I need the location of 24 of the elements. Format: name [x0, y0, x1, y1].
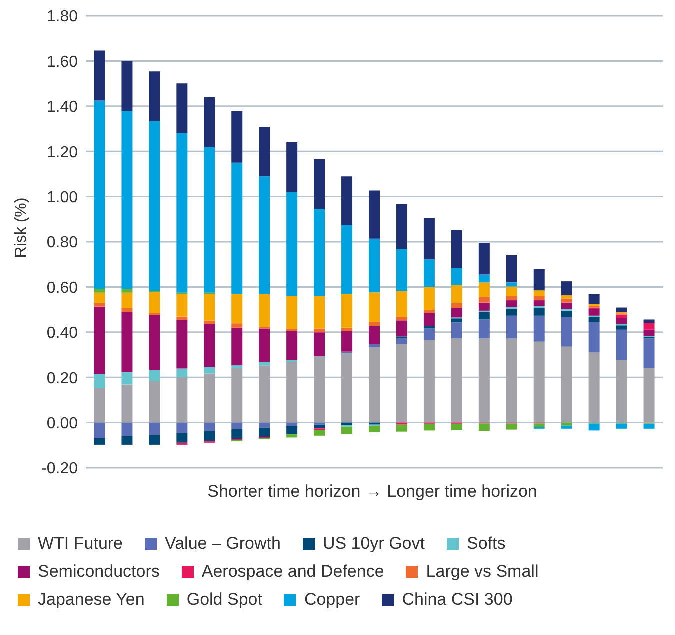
legend-label: Large vs Small [426, 562, 539, 582]
legend-label: Aerospace and Defence [202, 562, 384, 582]
y-tick-label: -0.20 [42, 460, 78, 478]
legend-label: Gold Spot [186, 590, 262, 610]
y-tick-label: 0.00 [46, 415, 78, 432]
legend-label: China CSI 300 [402, 590, 513, 610]
legend-label: Softs [466, 534, 506, 554]
y-tick-label: 0.80 [46, 234, 78, 252]
y-tick-label: 1.00 [46, 189, 78, 206]
legend-label: Value – Growth [165, 534, 281, 554]
legend-label: Copper [304, 590, 360, 610]
y-tick-label: 1.80 [46, 8, 78, 26]
y-tick-label: 1.60 [46, 54, 78, 71]
x-axis-title: Shorter time horizon → Longer time horizon [206, 482, 538, 502]
y-tick-label: 1.20 [46, 144, 78, 162]
legend-label: WTI Future [38, 534, 124, 554]
legend-label: Semiconductors [38, 562, 160, 582]
y-tick-label: 0.60 [46, 280, 78, 297]
legend-label: US 10yr Govt [322, 534, 425, 554]
y-tick-label: 0.20 [46, 370, 78, 388]
y-tick-label: 1.40 [46, 99, 78, 116]
y-tick-label: 0.40 [46, 325, 78, 342]
y-axis-title: Risk (%) [13, 198, 31, 258]
legend-label: Japanese Yen [38, 590, 145, 610]
